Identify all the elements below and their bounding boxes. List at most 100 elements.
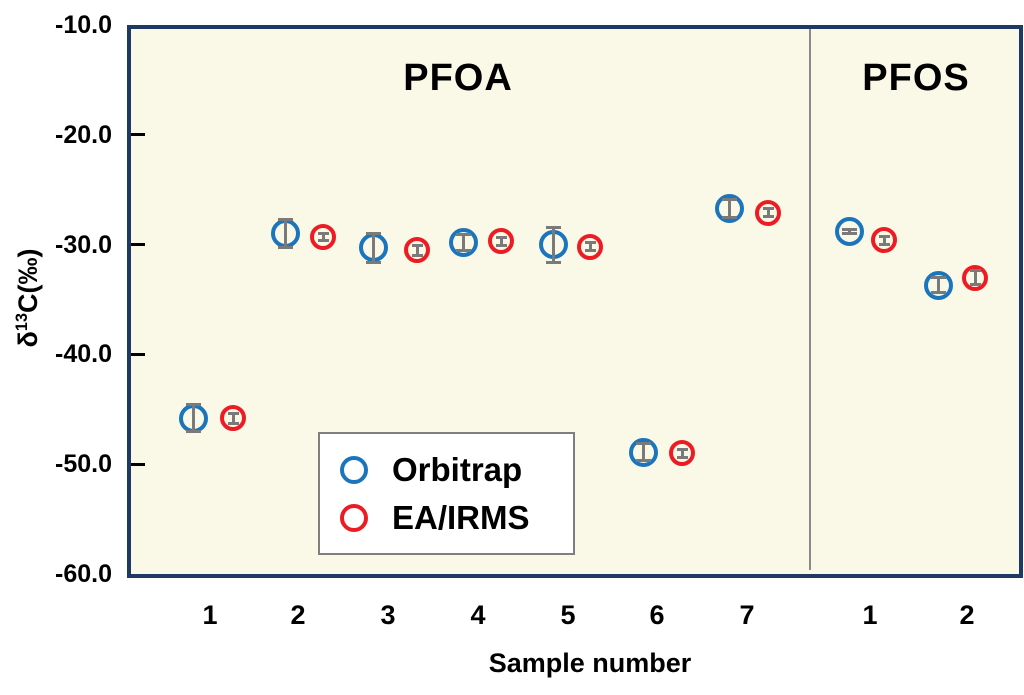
legend-label-ea-irms: EA/IRMS bbox=[392, 498, 530, 536]
error-bar bbox=[680, 449, 684, 458]
error-bar-cap bbox=[721, 198, 737, 202]
error-bar-cap bbox=[878, 242, 890, 246]
error-bar-cap bbox=[762, 215, 774, 219]
x-tick-label-pfos-1: 1 bbox=[862, 600, 878, 630]
error-bar bbox=[415, 245, 419, 256]
y-tick-mark bbox=[131, 243, 145, 247]
y-tick-mark bbox=[131, 352, 145, 356]
error-bar bbox=[191, 404, 195, 432]
error-bar-cap bbox=[841, 228, 857, 232]
error-bar bbox=[847, 229, 851, 234]
orbitrap-marker-icon bbox=[340, 455, 368, 484]
error-bar-cap bbox=[584, 249, 596, 253]
error-bar-cap bbox=[676, 447, 688, 451]
x-tick-label-pfos-2: 2 bbox=[959, 600, 975, 630]
circle-marker-icon bbox=[404, 237, 430, 264]
y-tick-label: -30.0 bbox=[55, 230, 112, 259]
y-tick-label: -60.0 bbox=[55, 560, 112, 588]
x-tick-label-pfoa-4: 4 bbox=[470, 600, 486, 630]
circle-marker-icon bbox=[871, 227, 897, 254]
error-bar bbox=[461, 234, 465, 251]
legend-item-ea-irms: EA/IRMS bbox=[340, 498, 573, 536]
error-bar bbox=[973, 270, 977, 285]
circle-marker-icon bbox=[669, 440, 695, 467]
circle-marker-icon bbox=[577, 233, 603, 260]
error-bar-cap bbox=[365, 232, 381, 236]
circle-marker-icon bbox=[755, 199, 781, 226]
error-bar bbox=[766, 208, 770, 217]
error-bar-cap bbox=[411, 243, 423, 247]
error-bar bbox=[588, 242, 592, 251]
error-bar-cap bbox=[227, 421, 239, 425]
error-bar-cap bbox=[455, 233, 471, 237]
legend: Orbitrap EA/IRMS bbox=[318, 432, 575, 555]
error-bar-cap bbox=[635, 459, 651, 463]
x-tick-label-pfoa-3: 3 bbox=[380, 600, 396, 630]
y-tick-label: -40.0 bbox=[55, 340, 112, 369]
ea-irms-marker-icon bbox=[340, 503, 368, 532]
error-bar-cap bbox=[545, 225, 561, 229]
circle-marker-icon bbox=[220, 405, 246, 432]
error-bar-cap bbox=[930, 291, 946, 295]
error-bar-cap bbox=[365, 260, 381, 264]
y-tick-mark bbox=[131, 133, 145, 137]
circle-marker-icon bbox=[628, 437, 658, 467]
error-bar-cap bbox=[277, 246, 293, 250]
error-bar-cap bbox=[495, 235, 507, 239]
y-tick-label: -50.0 bbox=[55, 450, 112, 479]
error-bar bbox=[882, 236, 886, 245]
error-bar bbox=[936, 277, 940, 293]
circle-marker-icon bbox=[488, 228, 514, 255]
error-bar-cap bbox=[584, 241, 596, 245]
error-bar bbox=[727, 199, 731, 218]
circle-marker-icon bbox=[448, 227, 478, 257]
x-tick-label-pfoa-6: 6 bbox=[649, 600, 665, 630]
error-bar bbox=[551, 227, 555, 263]
error-bar-cap bbox=[969, 269, 981, 273]
error-bar-cap bbox=[635, 441, 651, 445]
circle-marker-icon bbox=[962, 264, 988, 291]
x-tick-label-pfoa-5: 5 bbox=[560, 600, 576, 630]
error-bar-cap bbox=[930, 276, 946, 280]
y-tick-label: -20.0 bbox=[55, 120, 112, 149]
x-tick-label-pfoa-7: 7 bbox=[739, 600, 755, 630]
circle-marker-icon bbox=[923, 270, 953, 300]
error-bar bbox=[283, 219, 287, 248]
error-bar bbox=[499, 237, 503, 246]
error-bar-cap bbox=[495, 243, 507, 247]
y-axis-title-superscript: 13 bbox=[13, 313, 31, 332]
error-bar bbox=[231, 413, 235, 424]
error-bar-cap bbox=[277, 217, 293, 221]
x-axis-title: Sample number bbox=[488, 648, 692, 678]
error-bar-cap bbox=[762, 207, 774, 211]
error-bar-cap bbox=[317, 238, 329, 242]
y-tick-label: -10.0 bbox=[55, 11, 112, 39]
error-bar-cap bbox=[721, 215, 737, 219]
error-bar-cap bbox=[545, 260, 561, 264]
circle-marker-icon bbox=[310, 223, 336, 250]
group-divider-line bbox=[809, 29, 811, 570]
error-bar-cap bbox=[185, 403, 201, 407]
error-bar-cap bbox=[841, 231, 857, 235]
error-bar-cap bbox=[969, 282, 981, 286]
error-bar-cap bbox=[317, 232, 329, 236]
error-bar bbox=[321, 233, 325, 241]
error-bar-cap bbox=[185, 429, 201, 433]
plot-area bbox=[127, 25, 1023, 578]
group-title-pfos: PFOS bbox=[862, 57, 970, 99]
circle-marker-icon bbox=[714, 193, 744, 223]
legend-label-orbitrap: Orbitrap bbox=[392, 450, 523, 488]
error-bar-cap bbox=[455, 248, 471, 252]
error-bar bbox=[371, 233, 375, 263]
circle-marker-icon bbox=[834, 216, 864, 246]
error-bar-cap bbox=[676, 455, 688, 459]
error-bar-cap bbox=[411, 253, 423, 257]
y-tick-mark bbox=[131, 462, 145, 466]
error-bar bbox=[641, 443, 645, 461]
error-bar-cap bbox=[227, 411, 239, 415]
y-axis-title: δ13C(‰) bbox=[4, 188, 43, 408]
legend-item-orbitrap: Orbitrap bbox=[340, 450, 573, 488]
x-tick-label-pfoa-2: 2 bbox=[290, 600, 306, 630]
group-title-pfoa: PFOA bbox=[403, 57, 513, 99]
